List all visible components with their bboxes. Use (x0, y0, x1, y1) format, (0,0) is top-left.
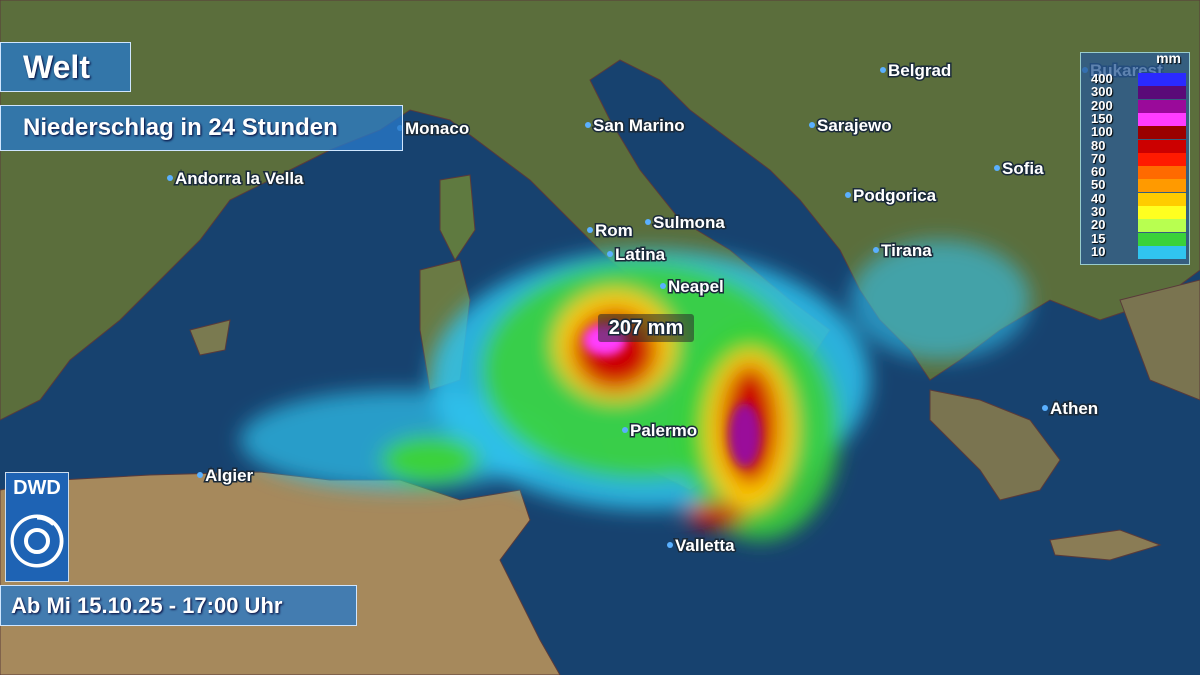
logo: DWD (5, 472, 69, 582)
legend: mm 400 300 200 150 100 80 70 60 50 40 30 20 15 10 (1080, 50, 1190, 265)
city-dot (845, 192, 851, 198)
city-dot (607, 251, 613, 257)
legend-label: 20 (1091, 217, 1106, 233)
legend-swatch (1138, 112, 1186, 126)
legend-swatch (1138, 99, 1186, 113)
legend-swatch (1138, 86, 1186, 100)
city-label: Belgrad (888, 61, 951, 80)
city-dot (994, 165, 1000, 171)
legend-row: 15 (1081, 230, 1189, 246)
legend-label: 70 (1091, 150, 1106, 166)
legend-label: 30 (1091, 204, 1106, 219)
legend-label: 40 (1091, 190, 1106, 206)
city-dot (660, 283, 666, 289)
city-dot (585, 122, 591, 128)
city-label: Sulmona (653, 213, 725, 232)
legend-swatch (1138, 179, 1186, 193)
legend-swatch (1138, 139, 1186, 153)
city-label: Sofia (1002, 159, 1044, 178)
legend-row: 10 (1081, 243, 1189, 259)
legend-unit: mm (1156, 50, 1181, 66)
city-label: San Marino (593, 116, 685, 135)
legend-row: 30 (1081, 204, 1189, 219)
title: Welt (23, 48, 90, 85)
legend-swatch (1138, 232, 1186, 246)
legend-label: 100 (1091, 124, 1113, 140)
city-dot (645, 219, 651, 225)
legend-label: 10 (1091, 243, 1106, 259)
city-dot (167, 175, 173, 181)
legend-label: 400 (1091, 71, 1113, 86)
valid-from: Ab Mi 15.10.25 - 17:00 Uhr (11, 592, 283, 618)
city-dot (667, 542, 673, 548)
legend-row: 50 (1081, 177, 1189, 193)
city-label: Podgorica (853, 186, 937, 205)
city-label: Athen (1050, 399, 1098, 418)
city-dot (880, 67, 886, 73)
subtitle-panel: Niederschlag in 24 Stunden (0, 105, 403, 151)
legend-label: 80 (1091, 137, 1106, 153)
legend-swatch (1138, 73, 1186, 86)
logo-text: DWD (13, 477, 61, 499)
legend-row: 80 (1081, 137, 1189, 153)
legend-swatch (1138, 206, 1186, 219)
legend-label: 50 (1091, 177, 1106, 193)
max-label: 207 mm (609, 317, 684, 339)
city-label: Latina (615, 245, 666, 264)
city-dot (873, 247, 879, 253)
subtitle: Niederschlag in 24 Stunden (23, 114, 338, 141)
legend-row: 60 (1081, 164, 1189, 180)
city-dot (587, 227, 593, 233)
legend-swatch (1138, 152, 1186, 166)
legend-label: 60 (1091, 164, 1106, 180)
legend-row: 400 (1081, 71, 1189, 86)
city-label: Rom (595, 221, 633, 240)
city-label: Sarajewo (817, 116, 892, 135)
legend-swatch (1138, 245, 1186, 259)
city-label: Palermo (630, 421, 697, 440)
legend-label: 150 (1091, 110, 1113, 126)
legend-label: 15 (1091, 230, 1106, 246)
city-dot (622, 427, 628, 433)
legend-row: 100 (1081, 124, 1189, 140)
city-label: Neapel (668, 277, 724, 296)
city-label: Valletta (675, 536, 735, 555)
city-dot (197, 472, 203, 478)
city-dot (1042, 405, 1048, 411)
date-panel: Ab Mi 15.10.25 - 17:00 Uhr (0, 585, 357, 626)
legend-row: 150 (1081, 110, 1189, 126)
legend-label: 200 (1091, 97, 1113, 113)
city-label: Algier (205, 466, 254, 485)
city-label: Andorra la Vella (175, 169, 304, 188)
legend-label: 300 (1091, 84, 1113, 100)
legend-swatch (1138, 192, 1186, 206)
logo-icon (10, 514, 64, 568)
legend-swatch (1138, 166, 1186, 180)
legend-row: 200 (1081, 97, 1189, 113)
legend-swatch (1138, 126, 1186, 140)
title-panel: Welt (0, 42, 131, 92)
city-label: Monaco (405, 119, 469, 138)
legend-row: 70 (1081, 150, 1189, 166)
legend-row: 20 (1081, 217, 1189, 233)
city-dot (809, 122, 815, 128)
legend-row: 40 (1081, 190, 1189, 206)
legend-row: 300 (1081, 84, 1189, 100)
max-badge (598, 314, 694, 342)
legend-swatch (1138, 219, 1186, 233)
city-label: Tirana (881, 241, 932, 260)
